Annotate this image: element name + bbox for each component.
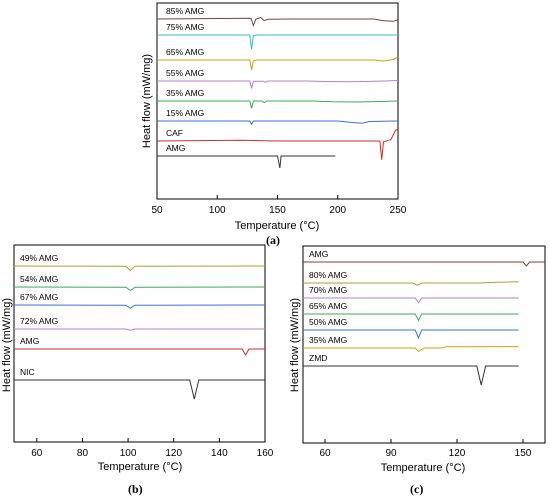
panel-a-curve-label: 85% AMG — [166, 6, 204, 16]
panel-b-y-axis-label: Heat flow (mW/mg) — [1, 298, 13, 392]
panel-a-series-line — [157, 80, 399, 89]
panel-b-plot-frame — [13, 244, 266, 443]
panel-a-x-tick-label: 150 — [269, 205, 286, 216]
panel-b-x-axis-label: Temperature (°C) — [98, 461, 182, 473]
panel-a-y-axis-label: Heat flow (mW/mg) — [141, 54, 153, 148]
panel-a-chart: 85% AMG 75% AMG 65% AMG 55% AMG 35% AMG 15% A… — [141, 2, 407, 232]
panel-b-x-tick-label: 100 — [120, 448, 137, 459]
panel-c-x-ticks: 60 90 120 150 — [319, 439, 532, 459]
panel-a-series-line — [157, 155, 336, 169]
panel-c-curve-labels: AMG 80% AMG 70% AMG 65% AMG 50% AMG 35% AMG ZM… — [309, 249, 347, 363]
panel-b-curve-label: 67% AMG — [20, 292, 58, 302]
panel-a-x-axis-label: Temperature (°C) — [235, 220, 319, 232]
panel-c-series-line — [303, 297, 519, 304]
panel-c-plot-frame — [302, 245, 546, 444]
panel-a-series-group — [156, 16, 399, 169]
panel-label-a: (a) — [266, 233, 280, 247]
panel-b-x-tick-label: 120 — [165, 448, 182, 459]
panel-a-series-line — [157, 56, 399, 70]
panel-c-curve-label: ZMD — [309, 353, 327, 363]
panel-b-series-line — [13, 265, 266, 272]
panel-c-series-line — [303, 346, 519, 353]
panel-c-series-line — [303, 329, 519, 340]
panel-b-x-tick-label: 60 — [31, 448, 43, 459]
panel-label-b: (b) — [128, 482, 143, 496]
panel-a-series-line — [157, 100, 399, 109]
panel-a-x-tick-label: 250 — [390, 205, 407, 216]
panel-a-x-tick-label: 50 — [151, 205, 163, 216]
panel-a-series-line — [156, 16, 399, 27]
panel-a-curve-label: 65% AMG — [166, 47, 204, 57]
panel-label-c: (c) — [410, 482, 424, 496]
panel-b-x-tick-label: 140 — [211, 448, 228, 459]
panel-a-series-line — [156, 128, 399, 160]
panel-a-series-line — [157, 120, 399, 126]
panel-a-curve-labels: 85% AMG 75% AMG 65% AMG 55% AMG 35% AMG 15% A… — [166, 6, 204, 153]
panel-b-x-tick-label: 80 — [77, 448, 89, 459]
panel-a-curve-label: 55% AMG — [166, 68, 204, 78]
panel-c-series-group — [303, 261, 545, 386]
panel-a-curve-label: 35% AMG — [166, 88, 204, 98]
panel-c-y-axis-label: Heat flow (mW/mg) — [289, 298, 301, 392]
panel-a-curve-label: CAF — [166, 128, 183, 138]
panel-b-x-ticks: 60 80 100 120 140 160 — [31, 438, 274, 459]
panel-b-x-tick-label: 160 — [257, 448, 274, 459]
panel-c-curve-label: AMG — [309, 249, 328, 259]
panel-c-x-tick-label: 90 — [385, 448, 397, 459]
panel-c-curve-label: 65% AMG — [309, 301, 347, 311]
panel-c-curve-label: 80% AMG — [309, 270, 347, 280]
panel-c-series-line — [303, 261, 545, 267]
panel-a-x-ticks: 50 100 150 200 250 — [151, 195, 407, 216]
panel-b-series-line — [14, 379, 265, 400]
panel-c-series-line — [303, 313, 519, 322]
panel-b-curve-label: 54% AMG — [20, 274, 58, 284]
panel-c-x-axis-label: Temperature (°C) — [381, 462, 465, 474]
panel-b-curve-label: AMG — [20, 336, 39, 346]
panel-b-series-line — [13, 286, 266, 292]
panel-b-curve-label: 72% AMG — [20, 316, 58, 326]
panel-c-x-tick-label: 150 — [515, 448, 532, 459]
panel-a-curve-label: 15% AMG — [166, 108, 204, 118]
panel-b-series-line — [13, 304, 266, 309]
panel-c-chart: AMG 80% AMG 70% AMG 65% AMG 50% AMG 35% AMG ZM… — [289, 245, 546, 474]
panel-b-curve-label: NIC — [20, 367, 35, 377]
panel-b-chart: 49% AMG 54% AMG 67% AMG 72% AMG AMG NIC 60 80 1… — [1, 244, 274, 473]
panel-b-series-line — [14, 328, 265, 331]
panel-c-series-line — [303, 281, 519, 286]
panel-c-series-line — [303, 365, 519, 386]
panel-a-series-line — [157, 34, 398, 50]
panel-a-x-tick-label: 200 — [329, 205, 346, 216]
panel-b-curve-label: 49% AMG — [20, 253, 58, 263]
panel-b-curve-labels: 49% AMG 54% AMG 67% AMG 72% AMG AMG NIC — [20, 253, 58, 377]
panel-a-curve-label: AMG — [166, 143, 185, 153]
panel-c-x-tick-label: 60 — [319, 448, 331, 459]
panel-a-x-tick-label: 100 — [209, 205, 226, 216]
panel-b-series-line — [14, 348, 265, 357]
panel-c-curve-label: 50% AMG — [309, 317, 347, 327]
panel-c-curve-label: 35% AMG — [309, 335, 347, 345]
panel-b-series-group — [13, 265, 266, 400]
panel-c-curve-label: 70% AMG — [309, 285, 347, 295]
panel-a-curve-label: 75% AMG — [166, 22, 204, 32]
panel-c-x-tick-label: 120 — [449, 448, 466, 459]
